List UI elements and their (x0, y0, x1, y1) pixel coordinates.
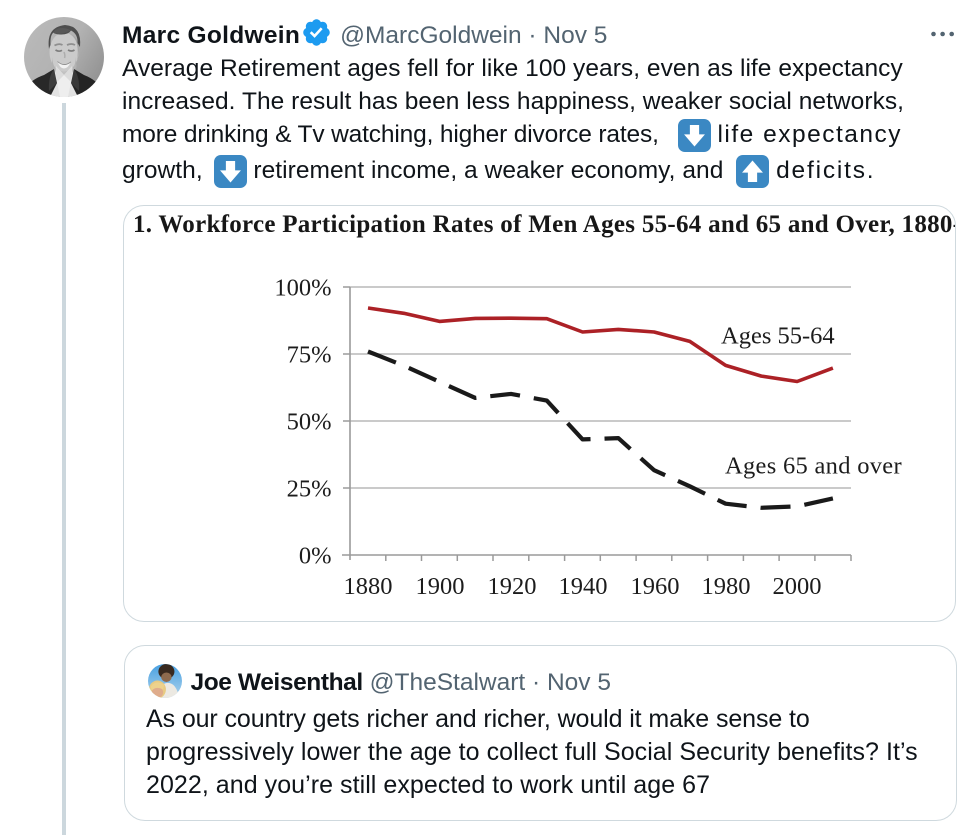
svg-text:0%: 0% (298, 542, 331, 569)
svg-text:2000: 2000 (772, 573, 821, 600)
svg-text:1940: 1940 (558, 573, 607, 600)
svg-text:1880: 1880 (343, 573, 392, 600)
svg-text:50%: 50% (286, 408, 331, 435)
svg-text:1900: 1900 (415, 573, 464, 600)
svg-text:1920: 1920 (487, 573, 536, 600)
svg-text:1980: 1980 (701, 573, 750, 600)
svg-text:Ages 65 and over: Ages 65 and over (725, 452, 902, 479)
svg-text:1960: 1960 (630, 573, 679, 600)
svg-text:Ages 55-64: Ages 55-64 (721, 322, 835, 349)
svg-text:75%: 75% (286, 341, 331, 368)
svg-text:100%: 100% (274, 274, 331, 301)
svg-text:25%: 25% (286, 475, 331, 502)
